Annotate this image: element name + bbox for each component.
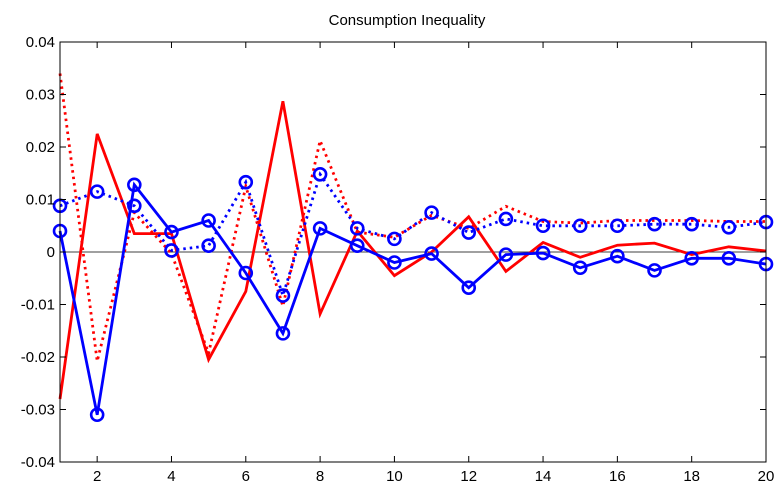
series-4-marker xyxy=(647,216,662,232)
series-3-marker xyxy=(610,248,625,264)
series-4-marker xyxy=(127,198,142,214)
series-3-marker xyxy=(647,263,662,278)
x-tick-label: 20 xyxy=(758,468,775,485)
y-tick-label: -0.01 xyxy=(21,297,55,314)
series-4-marker xyxy=(387,231,402,247)
series-4-marker xyxy=(349,221,365,236)
series-line-2 xyxy=(58,73,766,362)
x-tick-label: 18 xyxy=(683,468,700,485)
x-tick-label: 2 xyxy=(93,468,101,485)
axes-layer: -0.04 -0.03 -0.02 -0.01 0 0.01 0.02 0.03 0.04 2 4 6… xyxy=(21,34,775,485)
series-4-marker xyxy=(424,205,439,220)
series-4-marker xyxy=(721,220,737,235)
series-3-marker xyxy=(238,265,254,281)
y-tick-label: -0.04 xyxy=(21,454,55,471)
series-3-marker xyxy=(498,247,514,262)
series-3-marker xyxy=(572,260,588,276)
x-tick-label: 4 xyxy=(167,468,175,485)
series-4-marker xyxy=(572,218,588,234)
series-3-marker xyxy=(275,326,291,341)
y-tick-label: 0.04 xyxy=(26,34,55,51)
series-3-marker xyxy=(684,250,699,266)
y-tick-label: 0.03 xyxy=(26,87,55,104)
series-4-marker xyxy=(275,288,291,303)
series-4-marker xyxy=(312,167,328,182)
series-4-marker xyxy=(201,238,216,253)
series-4-marker xyxy=(498,211,514,227)
series-4-marker xyxy=(684,216,699,232)
y-tick-label: 0.01 xyxy=(26,192,55,209)
series-4-marker xyxy=(461,225,477,240)
x-tick-label: 12 xyxy=(460,468,477,485)
series-3-marker xyxy=(424,246,439,261)
y-tick-label: -0.02 xyxy=(21,349,55,366)
series-3-marker xyxy=(387,255,402,270)
x-tick-label: 16 xyxy=(609,468,626,485)
series-3-marker xyxy=(349,238,365,253)
series-3-marker xyxy=(127,177,142,193)
series-4-marker xyxy=(535,218,551,234)
series-4-marker xyxy=(238,174,254,190)
series-3-marker xyxy=(721,250,737,266)
chart-title: Consumption Inequality xyxy=(329,12,486,29)
plot-frame xyxy=(59,41,767,463)
series-3-marker xyxy=(535,245,551,261)
x-tick-label: 6 xyxy=(242,468,250,485)
series-3-marker xyxy=(461,280,477,296)
x-tick-label: 10 xyxy=(386,468,403,485)
series-3-marker xyxy=(312,221,328,236)
series-layer xyxy=(52,73,774,423)
series-3-marker xyxy=(201,213,216,228)
y-tick-label: 0.02 xyxy=(26,139,55,156)
series-line-1 xyxy=(58,101,767,400)
series-4-marker xyxy=(164,243,179,258)
y-tick-label: 0 xyxy=(47,244,55,261)
series-4-marker xyxy=(89,184,105,199)
x-tick-label: 8 xyxy=(316,468,324,485)
series-4-marker xyxy=(610,218,625,234)
series-3-marker xyxy=(164,224,179,240)
series-3-marker xyxy=(89,407,105,423)
y-tick-label: -0.03 xyxy=(21,402,55,419)
x-tick-label: 14 xyxy=(535,468,552,485)
